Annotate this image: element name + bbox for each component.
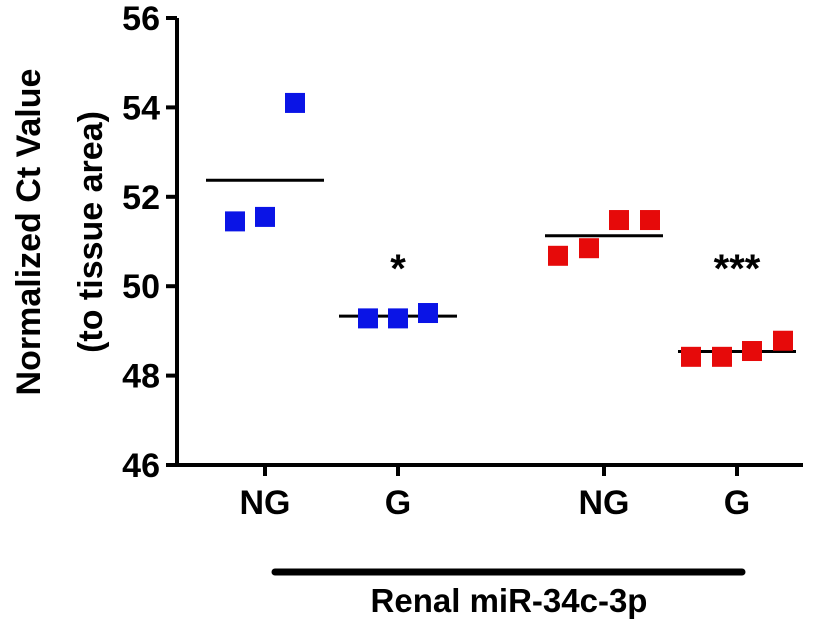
x-tick-labels: NG G NG G [240,465,750,522]
data-point [255,206,275,227]
significance-marker: *** [714,247,761,291]
x-tick-label: G [724,484,750,522]
data-point [548,245,568,266]
data-point [742,341,762,362]
x-tick-label: NG [579,484,630,522]
data-point [418,303,438,324]
data-point [681,346,701,367]
y-tick-label: 46 [122,447,160,485]
y-tick-label: 50 [122,268,160,306]
x-tick-label: G [385,484,411,522]
data-point [609,210,629,231]
data-point [388,308,408,329]
significance-marker: * [390,247,406,291]
group-caption: Renal miR-34c-3p [371,582,648,619]
data-point [285,92,305,113]
y-tick-label: 48 [122,358,160,396]
data-point [225,211,245,232]
data-point [358,308,378,329]
data-points [225,92,793,367]
mean-lines [206,178,796,353]
x-tick-label: NG [240,484,291,522]
data-point [640,210,660,231]
data-point [579,238,599,259]
significance-markers: * *** [390,247,761,291]
y-tick-label: 54 [122,89,160,127]
y-axis-title-line-2: (to tissue area) [72,111,110,353]
y-tick-label: 52 [122,179,160,217]
data-point [773,330,793,351]
y-axis-title-line-1: Normalized Ct Value [10,69,48,396]
y-ticks: 46 48 50 52 54 56 [122,0,177,485]
y-tick-label: 56 [122,0,160,38]
data-point [712,346,732,367]
